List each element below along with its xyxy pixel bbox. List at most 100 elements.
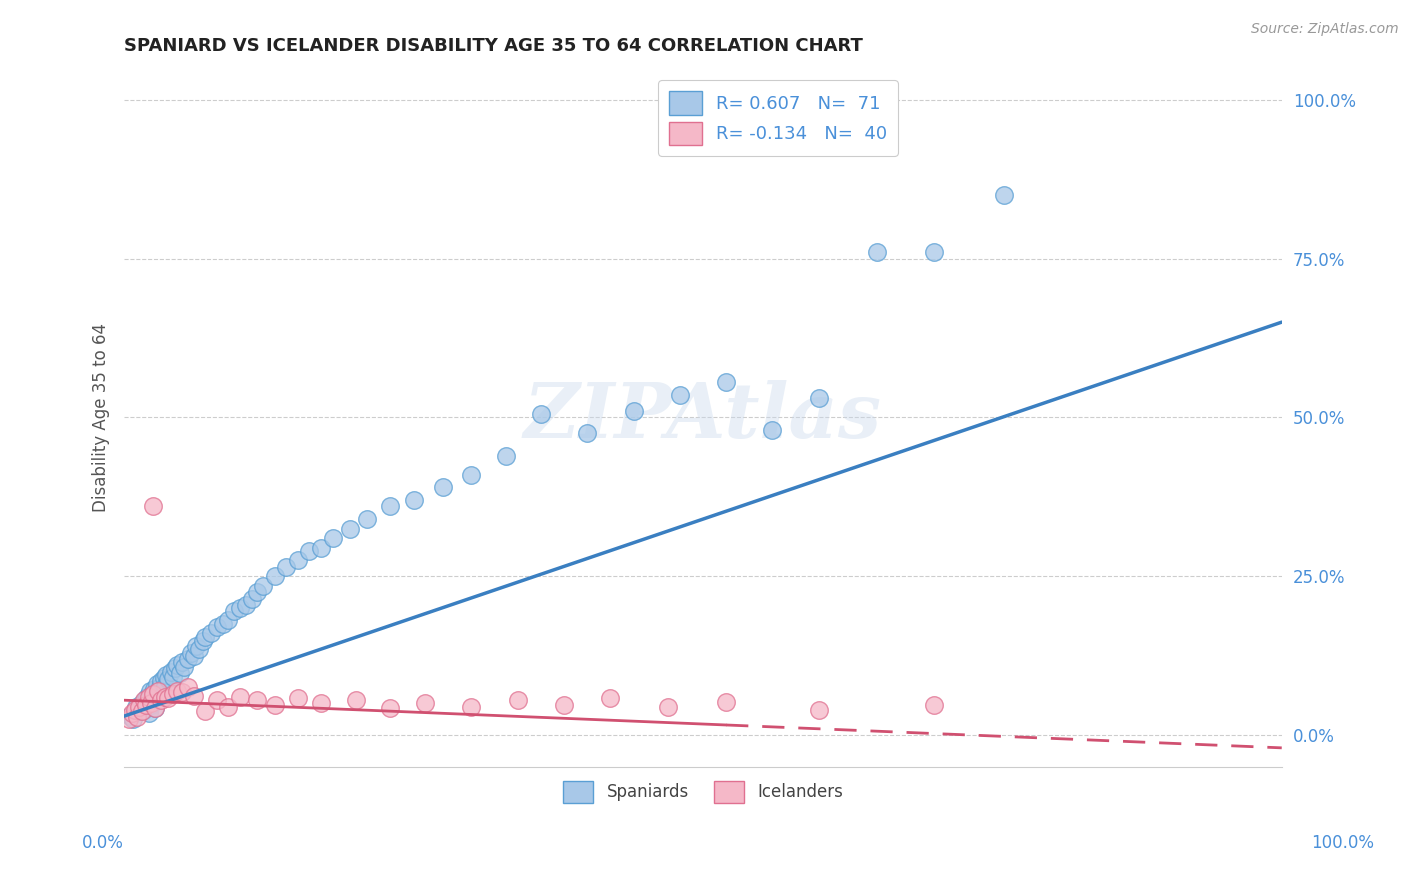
Point (252, 579, 274, 593)
Point (121, 706, 143, 720)
Point (246, 693, 269, 707)
Text: 100.0%: 100.0% (1312, 834, 1374, 852)
Point (139, 697, 162, 711)
Point (145, 701, 167, 715)
Point (184, 639, 207, 653)
Point (217, 699, 239, 714)
Point (191, 634, 214, 648)
Point (134, 693, 156, 707)
Point (118, 712, 141, 726)
Point (138, 690, 160, 704)
Point (165, 661, 187, 675)
Point (246, 585, 269, 599)
Point (807, 392, 830, 406)
Point (200, 626, 222, 640)
Point (356, 512, 378, 526)
Point (194, 704, 217, 718)
Point (142, 687, 165, 701)
Point (460, 699, 482, 714)
Point (180, 646, 202, 660)
Point (166, 683, 188, 698)
Point (993, 188, 1015, 202)
Point (309, 541, 332, 555)
Point (152, 689, 174, 703)
Point (380, 500, 402, 514)
Point (865, 245, 887, 260)
Point (162, 687, 184, 701)
Point (263, 569, 285, 583)
Point (125, 710, 148, 724)
Point (188, 642, 211, 657)
Point (145, 701, 167, 715)
Point (142, 693, 165, 707)
Point (153, 690, 176, 704)
Point (287, 553, 309, 567)
Point (155, 667, 177, 681)
Point (924, 698, 946, 712)
Point (138, 706, 160, 720)
Point (714, 695, 737, 709)
Point (309, 697, 332, 711)
Point (460, 467, 482, 482)
Point (132, 703, 155, 717)
Point (380, 701, 402, 715)
Point (138, 683, 160, 698)
Point (169, 665, 191, 680)
Point (145, 677, 167, 691)
Point (159, 665, 181, 679)
Point (235, 598, 257, 612)
Point (118, 709, 141, 723)
Point (211, 616, 233, 631)
Point (132, 693, 155, 707)
Point (217, 613, 239, 627)
Point (402, 493, 425, 508)
Point (344, 693, 367, 707)
Point (205, 620, 228, 634)
Legend: Spaniards, Icelanders: Spaniards, Icelanders (555, 773, 851, 811)
Point (124, 703, 146, 717)
Text: 0.0%: 0.0% (82, 834, 124, 852)
Point (127, 704, 149, 718)
Text: ZIPAtlas: ZIPAtlas (524, 381, 882, 454)
Point (125, 699, 148, 714)
Point (413, 697, 436, 711)
Point (205, 693, 228, 707)
Point (172, 685, 194, 699)
Point (128, 699, 150, 714)
Point (807, 703, 830, 717)
Point (177, 652, 200, 666)
Point (224, 604, 246, 618)
Point (150, 674, 173, 689)
Point (173, 659, 195, 673)
Point (122, 712, 145, 726)
Point (263, 698, 285, 712)
Point (576, 426, 599, 441)
Point (146, 683, 169, 698)
Point (139, 698, 162, 712)
Point (298, 544, 321, 558)
Point (166, 658, 188, 673)
Point (669, 388, 692, 402)
Point (183, 648, 205, 663)
Point (229, 690, 252, 704)
Point (339, 522, 361, 536)
Point (131, 697, 153, 711)
Point (714, 376, 737, 390)
Point (506, 693, 529, 707)
Point (143, 682, 166, 697)
Point (322, 531, 344, 545)
Point (142, 500, 165, 514)
Point (553, 698, 575, 712)
Point (240, 591, 263, 606)
Point (157, 691, 180, 706)
Point (157, 672, 180, 686)
Point (148, 685, 170, 699)
Point (135, 698, 157, 712)
Point (172, 655, 194, 669)
Point (287, 691, 309, 706)
Point (141, 687, 163, 701)
Point (432, 480, 454, 494)
Point (150, 693, 173, 707)
Text: SPANIARD VS ICELANDER DISABILITY AGE 35 TO 64 CORRELATION CHART: SPANIARD VS ICELANDER DISABILITY AGE 35 … (124, 37, 863, 55)
Point (131, 704, 153, 718)
